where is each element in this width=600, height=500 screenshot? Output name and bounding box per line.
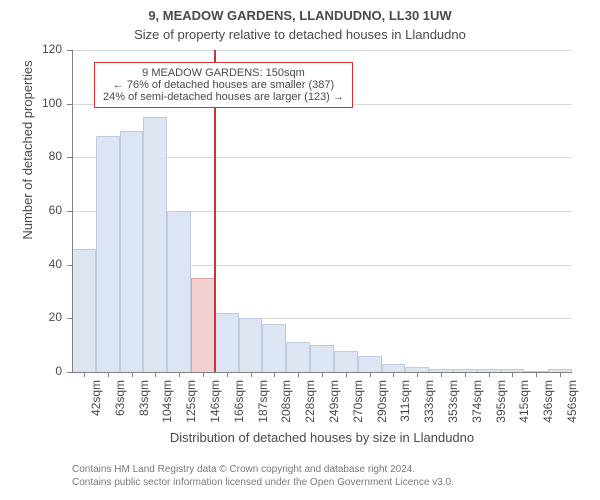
x-tick bbox=[155, 372, 156, 377]
x-tick bbox=[512, 372, 513, 377]
x-tick bbox=[560, 372, 561, 377]
x-tick bbox=[179, 372, 180, 377]
info-line-3: 24% of semi-detached houses are larger (… bbox=[103, 91, 344, 103]
page-root: { "title": { "line1": "9, MEADOW GARDENS… bbox=[0, 0, 600, 500]
x-tick-label: 395sqm bbox=[494, 380, 508, 440]
x-tick bbox=[346, 372, 347, 377]
x-tick-label: 83sqm bbox=[137, 380, 151, 440]
histogram-bar bbox=[72, 249, 96, 372]
y-axis-line bbox=[72, 50, 73, 372]
footer-attribution: Contains HM Land Registry data © Crown c… bbox=[72, 463, 454, 489]
histogram-bar bbox=[286, 342, 310, 372]
histogram-bar bbox=[167, 211, 191, 372]
x-tick-label: 270sqm bbox=[351, 380, 365, 440]
x-tick bbox=[274, 372, 275, 377]
histogram-bar bbox=[215, 313, 239, 372]
x-tick bbox=[465, 372, 466, 377]
x-tick bbox=[251, 372, 252, 377]
y-tick-label: 40 bbox=[0, 257, 62, 271]
x-tick-label: 104sqm bbox=[160, 380, 174, 440]
x-tick-label: 146sqm bbox=[208, 380, 222, 440]
grid-line bbox=[72, 50, 572, 51]
x-tick bbox=[393, 372, 394, 377]
info-line-1: 9 MEADOW GARDENS: 150sqm bbox=[103, 67, 344, 79]
footer-line-1: Contains HM Land Registry data © Crown c… bbox=[72, 463, 454, 476]
x-tick bbox=[370, 372, 371, 377]
histogram-bar bbox=[96, 136, 120, 372]
y-tick-label: 100 bbox=[0, 96, 62, 110]
histogram-bar bbox=[334, 351, 358, 372]
y-tick-label: 60 bbox=[0, 203, 62, 217]
histogram-bar bbox=[239, 318, 263, 372]
x-tick-label: 228sqm bbox=[303, 380, 317, 440]
x-tick-label: 125sqm bbox=[184, 380, 198, 440]
x-tick bbox=[84, 372, 85, 377]
x-tick bbox=[536, 372, 537, 377]
x-tick-label: 311sqm bbox=[398, 380, 412, 440]
histogram-bar bbox=[143, 117, 167, 372]
x-tick bbox=[203, 372, 204, 377]
x-tick-label: 166sqm bbox=[232, 380, 246, 440]
histogram-bar bbox=[120, 131, 144, 373]
x-tick-label: 249sqm bbox=[327, 380, 341, 440]
histogram-bar bbox=[262, 324, 286, 372]
x-tick-label: 456sqm bbox=[565, 380, 579, 440]
x-tick-label: 353sqm bbox=[446, 380, 460, 440]
x-tick-label: 333sqm bbox=[422, 380, 436, 440]
x-tick-label: 415sqm bbox=[517, 380, 531, 440]
histogram-bar bbox=[310, 345, 334, 372]
histogram-bar bbox=[382, 364, 406, 372]
x-tick bbox=[108, 372, 109, 377]
x-tick-label: 208sqm bbox=[279, 380, 293, 440]
x-tick bbox=[322, 372, 323, 377]
x-tick-label: 42sqm bbox=[89, 380, 103, 440]
x-tick bbox=[132, 372, 133, 377]
x-tick-label: 290sqm bbox=[375, 380, 389, 440]
y-tick-label: 0 bbox=[0, 364, 62, 378]
x-tick bbox=[417, 372, 418, 377]
histogram-bar bbox=[191, 278, 215, 372]
footer-line-2: Contains public sector information licen… bbox=[72, 476, 454, 489]
info-box: 9 MEADOW GARDENS: 150sqm ← 76% of detach… bbox=[94, 62, 353, 108]
x-tick-label: 187sqm bbox=[256, 380, 270, 440]
x-tick bbox=[227, 372, 228, 377]
x-tick bbox=[489, 372, 490, 377]
x-tick-label: 374sqm bbox=[470, 380, 484, 440]
y-tick-label: 20 bbox=[0, 310, 62, 324]
histogram-bar bbox=[358, 356, 382, 372]
x-tick-label: 436sqm bbox=[541, 380, 555, 440]
x-tick bbox=[441, 372, 442, 377]
y-tick-label: 120 bbox=[0, 42, 62, 56]
x-tick bbox=[298, 372, 299, 377]
y-tick-label: 80 bbox=[0, 149, 62, 163]
info-line-2: ← 76% of detached houses are smaller (38… bbox=[103, 79, 344, 91]
x-tick-label: 63sqm bbox=[113, 380, 127, 440]
